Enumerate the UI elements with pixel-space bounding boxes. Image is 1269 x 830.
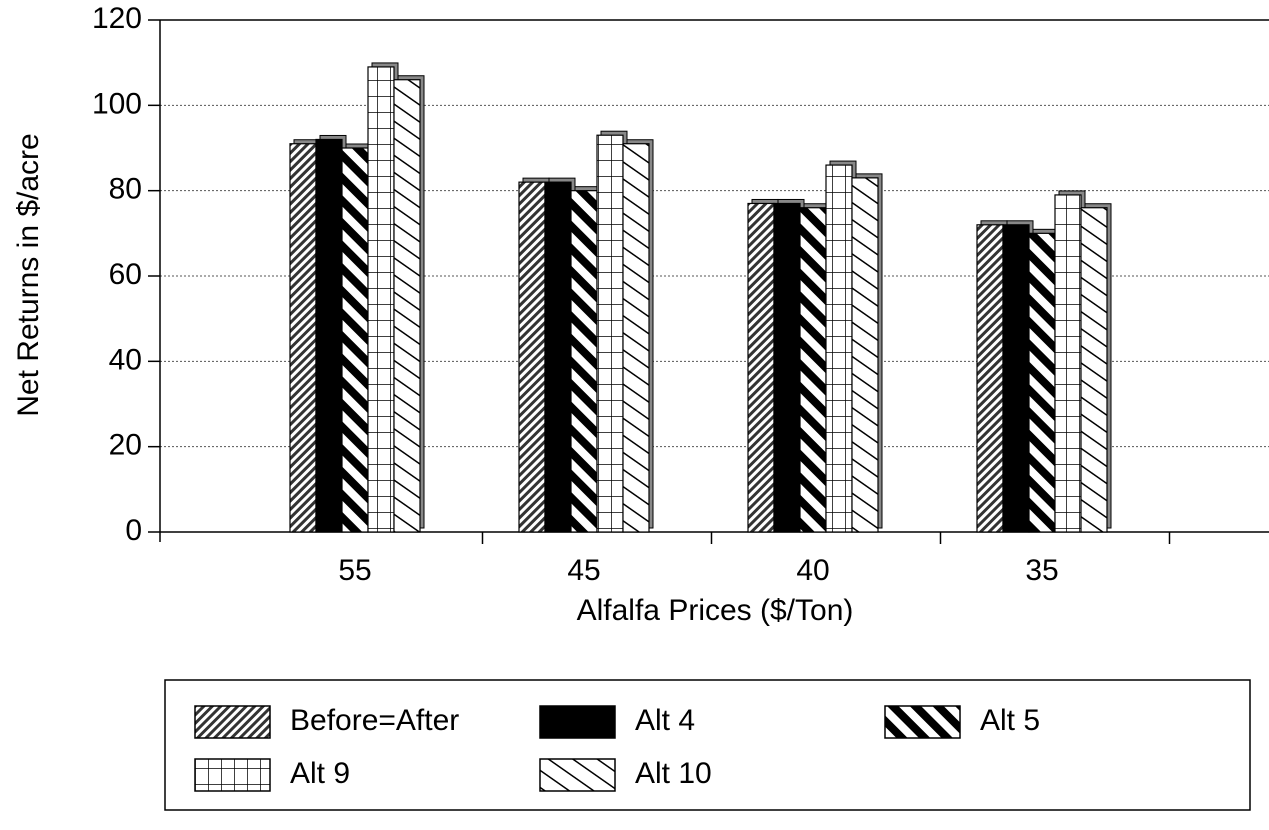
legend-label: Alt 5 [980,704,1040,737]
legend-swatch [539,758,616,792]
x-tick-label: 40 [796,554,829,587]
y-tick-label: 100 [92,87,142,120]
bar [544,181,572,533]
bar [596,134,624,533]
y-tick-label: 20 [109,429,142,462]
x-tick-label: 35 [1025,554,1058,587]
y-tick-label: 60 [109,258,142,291]
y-tick-label: 0 [125,514,142,547]
bar [1054,194,1082,533]
legend-swatch [884,705,961,739]
legend-label: Alt 10 [635,757,712,790]
bar [622,143,650,533]
legend-label: Alt 4 [635,704,695,737]
bar [1028,232,1056,533]
bar [1002,224,1030,533]
legend-box [164,679,1251,811]
x-tick-label: 55 [338,554,371,587]
bar [799,207,827,533]
x-axis-label: Alfalfa Prices ($/Ton) [577,594,854,627]
bar [773,202,801,533]
y-axis-label: Net Returns in $/acre [12,133,45,416]
legend-swatch [194,705,271,739]
x-tick-label: 45 [567,554,600,587]
bar [851,177,879,533]
bar [825,164,853,533]
bar [1080,207,1108,533]
bar [393,79,421,533]
bar [747,202,775,533]
legend-swatch [539,705,616,739]
y-tick-label: 120 [92,2,142,35]
y-tick-label: 80 [109,173,142,206]
bar [289,143,317,533]
bar [367,66,395,533]
bar [315,138,343,533]
y-tick-label: 40 [109,343,142,376]
bar [518,181,546,533]
legend-label: Alt 9 [290,757,350,790]
bar [570,190,598,533]
bar [976,224,1004,533]
bar [341,147,369,533]
legend-swatch [194,758,271,792]
legend-label: Before=After [290,704,459,737]
